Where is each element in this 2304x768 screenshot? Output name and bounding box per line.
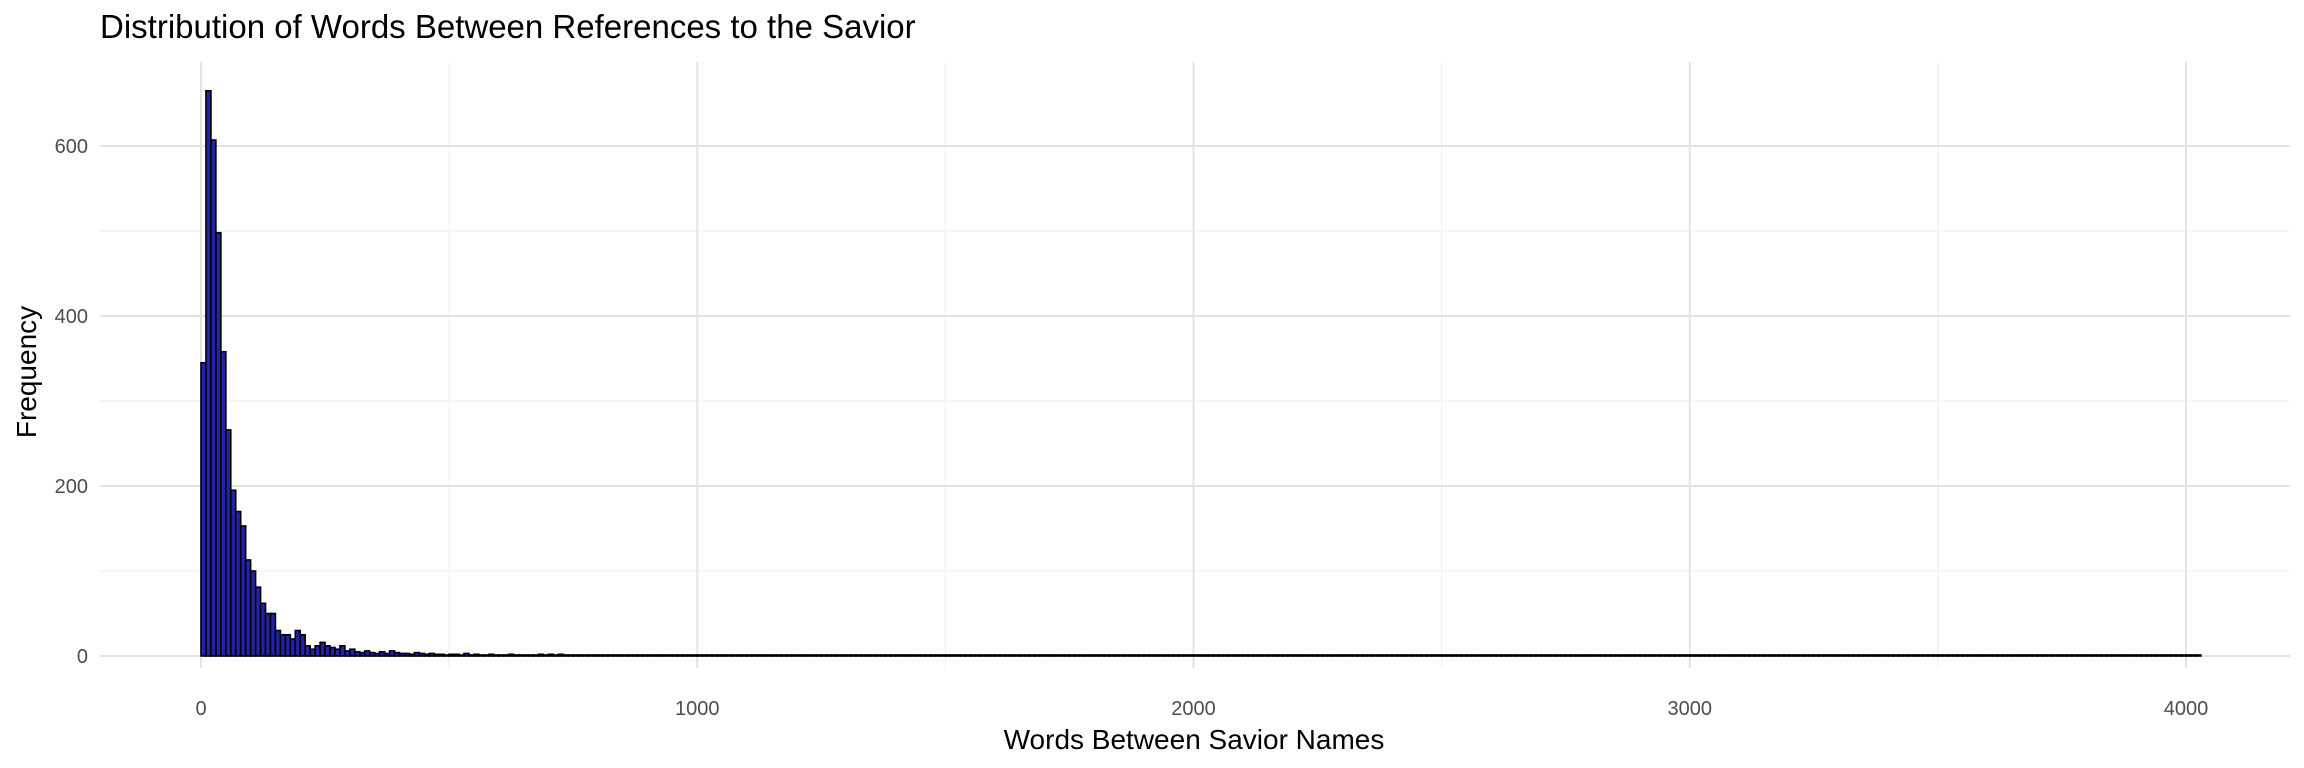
tick-labels: 0 1000 2000 3000 4000 0 200 400 600 (55, 136, 2209, 720)
y-tick-label: 200 (55, 476, 88, 498)
x-tick-label: 2000 (1171, 698, 1216, 720)
y-axis-title: Frequency (11, 306, 42, 438)
grid-lines (100, 62, 2290, 668)
y-tick-label: 600 (55, 136, 88, 158)
x-tick-label: 3000 (1668, 698, 1713, 720)
x-tick-label: 1000 (675, 698, 720, 720)
histogram-bars (200, 89, 2202, 657)
histogram-bar (2195, 654, 2202, 657)
x-axis-title: Words Between Savior Names (1004, 724, 1385, 755)
x-tick-label: 0 (195, 698, 206, 720)
y-tick-label: 0 (77, 646, 88, 668)
x-tick-label: 4000 (2164, 698, 2209, 720)
chart-title: Distribution of Words Between References… (100, 8, 916, 45)
y-tick-label: 400 (55, 306, 88, 328)
